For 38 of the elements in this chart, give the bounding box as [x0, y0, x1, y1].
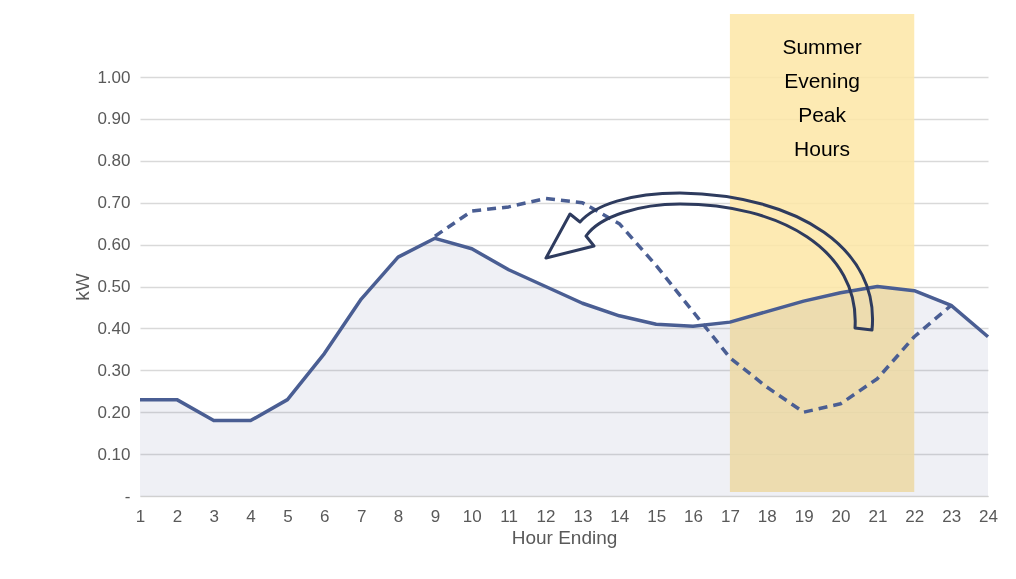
x-tick-label: 18 [757, 506, 777, 526]
x-tick-label: 2 [172, 506, 183, 526]
y-tick-label: - [124, 486, 131, 506]
band-label: Summer Evening Peak Hours [782, 35, 862, 160]
x-tick-label: 9 [430, 506, 441, 526]
x-tick-label: 5 [283, 506, 293, 526]
y-tick-label: 0.60 [97, 235, 131, 255]
y-tick-label: 0.30 [97, 360, 131, 380]
x-tick-label: 8 [393, 506, 404, 526]
y-tick-label: 0.70 [97, 193, 131, 213]
y-tick-label: 0.80 [97, 151, 131, 171]
y-tick-label: 0.40 [97, 318, 131, 338]
y-tick-label: 1.00 [97, 67, 131, 87]
x-tick-label: 19 [794, 506, 814, 526]
y-tick-label: 0.90 [97, 109, 131, 129]
x-tick-label: 10 [462, 506, 482, 526]
y-tick-label: 0.10 [97, 444, 131, 464]
x-tick-label: 21 [868, 506, 888, 526]
x-tick-label: 13 [573, 506, 593, 526]
x-tick-label: 7 [356, 506, 367, 526]
y-axis-title: kW [72, 273, 94, 301]
x-tick-label: 23 [942, 506, 962, 526]
x-tick-label: 3 [209, 506, 219, 526]
x-tick-label: 4 [246, 506, 256, 526]
y-tick-label: 0.20 [97, 402, 131, 422]
x-tick-label: 12 [536, 506, 556, 526]
x-tick-label: 6 [320, 506, 330, 526]
x-tick-label: 1 [135, 506, 146, 526]
x-tick-label: 20 [831, 506, 851, 526]
x-tick-label: 16 [684, 506, 703, 526]
x-tick-label: 22 [905, 506, 925, 526]
x-tick-label: 14 [610, 506, 630, 526]
x-axis-title: Hour Ending [511, 526, 618, 548]
x-tick-label: 24 [979, 506, 998, 526]
x-tick-label: 15 [647, 506, 667, 526]
x-tick-label: 17 [720, 506, 740, 526]
y-tick-label: 0.50 [97, 277, 131, 296]
x-tick-label: 11 [500, 506, 519, 526]
